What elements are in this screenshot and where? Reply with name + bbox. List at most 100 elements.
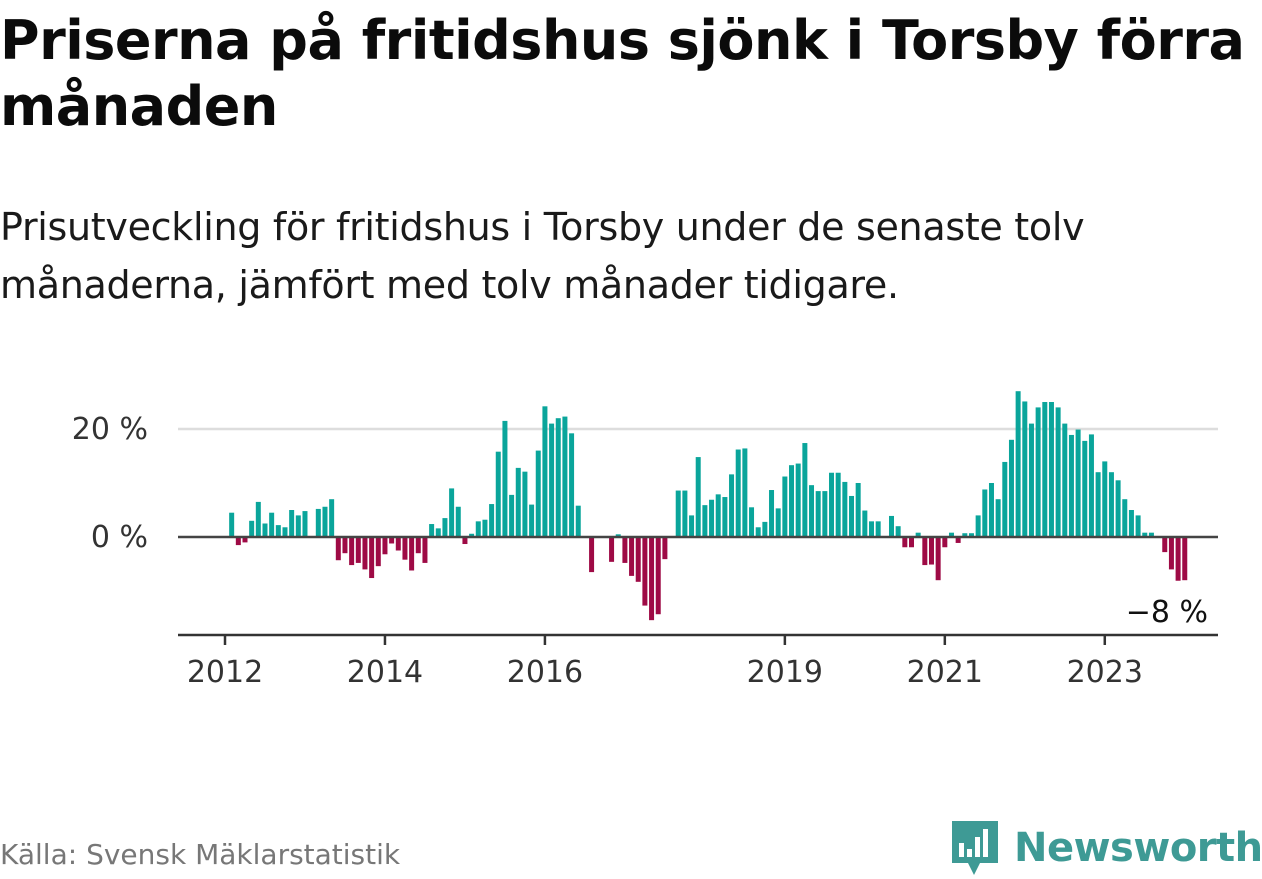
bar	[1048, 402, 1054, 537]
chart-subtitle: Prisutveckling för fritidshus i Torsby u…	[0, 205, 1085, 307]
bar	[502, 420, 508, 537]
bar	[629, 537, 635, 576]
bar	[675, 490, 681, 537]
bar	[1022, 401, 1028, 537]
bar	[995, 499, 1001, 537]
bar	[769, 490, 775, 537]
chart-title: Priserna på fritidshus sjönk i Torsby fö…	[0, 9, 1245, 138]
bar	[1068, 434, 1074, 537]
bar	[822, 491, 828, 537]
x-tick-label: 2019	[747, 655, 823, 690]
bar	[789, 465, 795, 537]
bar	[922, 537, 928, 566]
bar	[229, 512, 235, 537]
bar	[862, 510, 868, 537]
tick-labels: 0 % 20 % 2012 2014 2016 2019 2021 2023 −8 %	[72, 412, 1208, 690]
bar	[362, 537, 368, 570]
bar	[562, 416, 568, 537]
bar	[535, 450, 541, 537]
bar	[282, 527, 288, 537]
bar	[482, 519, 488, 537]
bar	[928, 537, 934, 565]
bar	[1042, 402, 1048, 537]
bar-chart: 0 % 20 % 2012 2014 2016 2019 2021 2023 −8 %	[72, 391, 1218, 690]
bar	[702, 505, 708, 537]
bar	[462, 537, 468, 545]
last-value-label: −8 %	[1126, 595, 1208, 630]
bar	[755, 527, 761, 537]
x-tick-label: 2014	[347, 655, 423, 690]
bar	[455, 506, 461, 537]
bar	[655, 537, 661, 615]
bar	[515, 467, 521, 537]
bar	[909, 537, 914, 548]
bar	[722, 497, 728, 537]
bar	[255, 501, 261, 537]
bar	[269, 512, 275, 537]
bar	[275, 525, 281, 537]
bar	[749, 507, 755, 537]
bar	[948, 532, 954, 537]
bar	[549, 423, 555, 537]
x-tick-label: 2021	[907, 655, 983, 690]
bar	[375, 537, 381, 567]
bar	[782, 476, 788, 537]
bar	[1095, 472, 1101, 537]
bar	[1175, 537, 1181, 581]
bar	[495, 451, 501, 537]
bar	[709, 499, 715, 537]
bar	[342, 537, 348, 554]
axes	[178, 535, 1218, 645]
bar	[542, 406, 548, 537]
bar	[555, 418, 561, 537]
bar	[489, 504, 495, 537]
bar	[449, 488, 455, 537]
brand-name: Newsworthy	[1014, 825, 1262, 871]
bar	[935, 537, 941, 581]
bar	[809, 485, 815, 537]
bar	[289, 510, 295, 537]
bar	[649, 537, 655, 621]
bar	[855, 483, 861, 537]
bar	[815, 491, 821, 537]
source-note: Källa: Svensk Mäklarstatistik	[0, 838, 401, 871]
bar	[775, 508, 781, 537]
bar	[522, 471, 528, 537]
bar	[902, 537, 908, 548]
bar	[662, 537, 668, 560]
bar	[355, 537, 361, 563]
bar	[242, 537, 248, 543]
bar	[369, 537, 375, 579]
bar	[569, 433, 575, 537]
bar	[682, 490, 688, 537]
bar	[262, 523, 268, 537]
bar	[1002, 461, 1008, 537]
bar	[742, 448, 748, 537]
bar	[1088, 434, 1094, 537]
bar	[869, 521, 874, 537]
bar	[235, 537, 241, 546]
bar	[1182, 537, 1188, 581]
bar	[395, 537, 401, 551]
bar	[1128, 510, 1134, 537]
bar	[689, 515, 695, 537]
bar	[942, 537, 948, 548]
bar	[829, 472, 835, 537]
bar	[349, 537, 355, 566]
bar	[1102, 461, 1108, 537]
bar	[915, 532, 921, 537]
bar	[1075, 429, 1081, 537]
bar	[475, 521, 481, 537]
bar	[609, 537, 615, 562]
bar	[955, 537, 961, 543]
bar	[975, 515, 981, 537]
bar	[1028, 423, 1034, 537]
bar	[735, 449, 741, 537]
bar	[1168, 537, 1174, 570]
bar	[968, 533, 974, 537]
x-tick-label: 2016	[507, 655, 583, 690]
bar	[1082, 440, 1088, 537]
bar	[529, 504, 535, 537]
bar	[1055, 407, 1061, 537]
bar	[1008, 439, 1014, 537]
